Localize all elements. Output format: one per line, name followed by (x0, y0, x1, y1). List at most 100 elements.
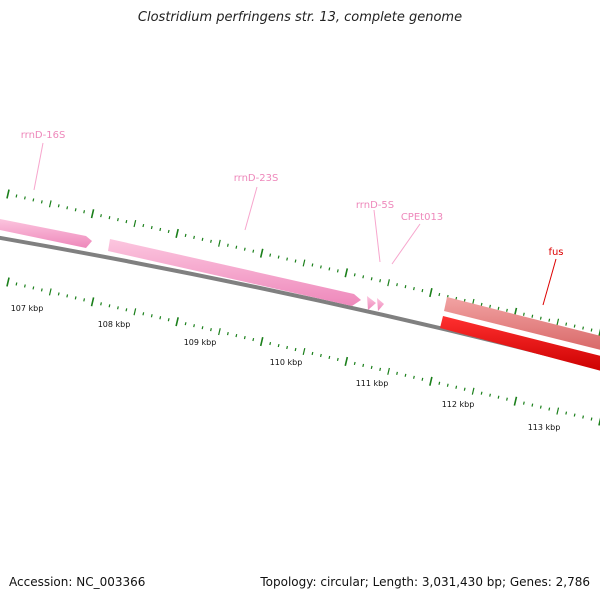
inner-tick-mark (379, 367, 382, 371)
outer-tick-mark (573, 324, 576, 328)
inner-tick-mark (108, 304, 111, 308)
gene-fus-forward[interactable] (444, 297, 600, 351)
label-CPEt013: CPEt013 (401, 212, 443, 223)
inner-tick-mark (302, 347, 306, 356)
inner-tick-mark (23, 284, 26, 288)
inner-tick-mark (226, 332, 229, 336)
leader-rrnD-5S (373, 209, 381, 263)
inner-tick-mark (463, 387, 466, 391)
outer-tick-mark (48, 200, 52, 208)
inner-tick-mark (133, 308, 137, 316)
inner-tick-mark (193, 324, 195, 328)
gene-rrnD-5S[interactable] (367, 296, 376, 310)
inner-tick-mark (294, 347, 297, 352)
outer-tick-mark (489, 304, 491, 308)
outer-tick-mark (413, 287, 415, 291)
inner-tick-mark (57, 292, 60, 296)
inner-tick-mark (243, 336, 246, 340)
label-fus: fus (548, 247, 563, 258)
outer-tick-mark (100, 214, 102, 218)
outer-tick-mark (243, 247, 246, 251)
inner-tick-mark (175, 317, 179, 327)
outer-tick-mark (353, 273, 356, 277)
outer-tick-mark (108, 216, 111, 220)
outer-tick-mark (379, 279, 382, 283)
outer-tick-mark (66, 206, 69, 210)
inner-tick-mark (438, 381, 441, 385)
leader-CPEt013 (391, 223, 421, 265)
kbp-label-111: 111 kbp (356, 379, 389, 388)
outer-tick-mark (235, 245, 238, 249)
outer-tick-mark (328, 267, 331, 271)
inner-tick-row (6, 277, 600, 426)
outer-tick-mark (506, 308, 508, 312)
inner-tick-mark (48, 288, 52, 296)
outer-tick-mark (57, 204, 60, 208)
inner-tick-mark (548, 407, 551, 411)
outer-tick-mark (167, 229, 170, 234)
inner-tick-mark (184, 322, 187, 326)
outer-tick-mark (311, 263, 314, 267)
outer-tick-mark (438, 292, 441, 297)
inner-tick-mark (506, 397, 508, 401)
inner-tick-mark (83, 298, 86, 302)
inner-tick-mark (201, 326, 204, 330)
gene-fus-reverse[interactable] (440, 316, 600, 372)
gene-CPEt013[interactable] (377, 298, 384, 311)
outer-tick-mark (480, 302, 483, 306)
outer-tick-mark (218, 239, 221, 247)
inner-tick-mark (32, 286, 35, 290)
inner-tick-mark (40, 288, 43, 292)
outer-tick-mark (404, 285, 407, 289)
inner-tick-mark (556, 407, 560, 415)
genome-backbone (0, 235, 600, 370)
inner-tick-mark (90, 297, 95, 307)
outer-tick-mark (370, 277, 373, 281)
outer-tick-mark (252, 249, 255, 253)
inner-tick-mark (590, 417, 593, 421)
inner-tick-mark (159, 316, 162, 320)
outer-tick-mark (74, 208, 77, 212)
inner-tick-mark (421, 377, 424, 381)
outer-tick-mark (259, 248, 264, 258)
gene-rrnD-16S[interactable] (0, 218, 92, 248)
outer-tick-mark (598, 328, 600, 337)
inner-tick-mark (565, 411, 568, 415)
outer-tick-mark (117, 218, 119, 222)
inner-tick-mark (446, 383, 449, 387)
label-rrnD-16S: rrnD-16S (21, 130, 66, 141)
inner-tick-mark (125, 308, 128, 312)
outer-tick-mark (150, 225, 153, 230)
inner-tick-mark (336, 357, 339, 362)
outer-tick-mark (396, 283, 398, 287)
outer-tick-mark (497, 306, 500, 310)
inner-tick-mark (6, 277, 10, 287)
kbp-label-113: 113 kbp (528, 423, 561, 432)
kbp-label-112: 112 kbp (442, 400, 475, 409)
inner-tick-mark (598, 417, 600, 426)
outer-tick-mark (387, 279, 390, 287)
inner-tick-mark (66, 294, 69, 298)
outer-tick-mark (125, 220, 128, 224)
inner-tick-mark (413, 375, 415, 379)
outer-tick-row (6, 189, 600, 337)
inner-tick-mark (319, 353, 322, 358)
outer-tick-mark (565, 322, 568, 326)
inner-tick-mark (480, 391, 483, 395)
inner-tick-mark (387, 367, 390, 375)
outer-tick-mark (590, 328, 593, 332)
outer-tick-mark (184, 233, 187, 237)
outer-tick-mark (133, 220, 137, 228)
outer-tick-mark (159, 227, 162, 232)
outer-tick-mark (421, 289, 424, 293)
inner-tick-mark (210, 328, 212, 332)
gene-rrnD-23S[interactable] (108, 239, 361, 306)
inner-tick-mark (497, 395, 500, 399)
inner-tick-mark (100, 302, 102, 306)
outer-tick-mark (522, 312, 525, 316)
kbp-label-110: 110 kbp (270, 358, 303, 367)
inner-tick-mark (582, 415, 585, 419)
outer-tick-mark (23, 196, 26, 200)
outer-tick-mark (548, 318, 551, 322)
